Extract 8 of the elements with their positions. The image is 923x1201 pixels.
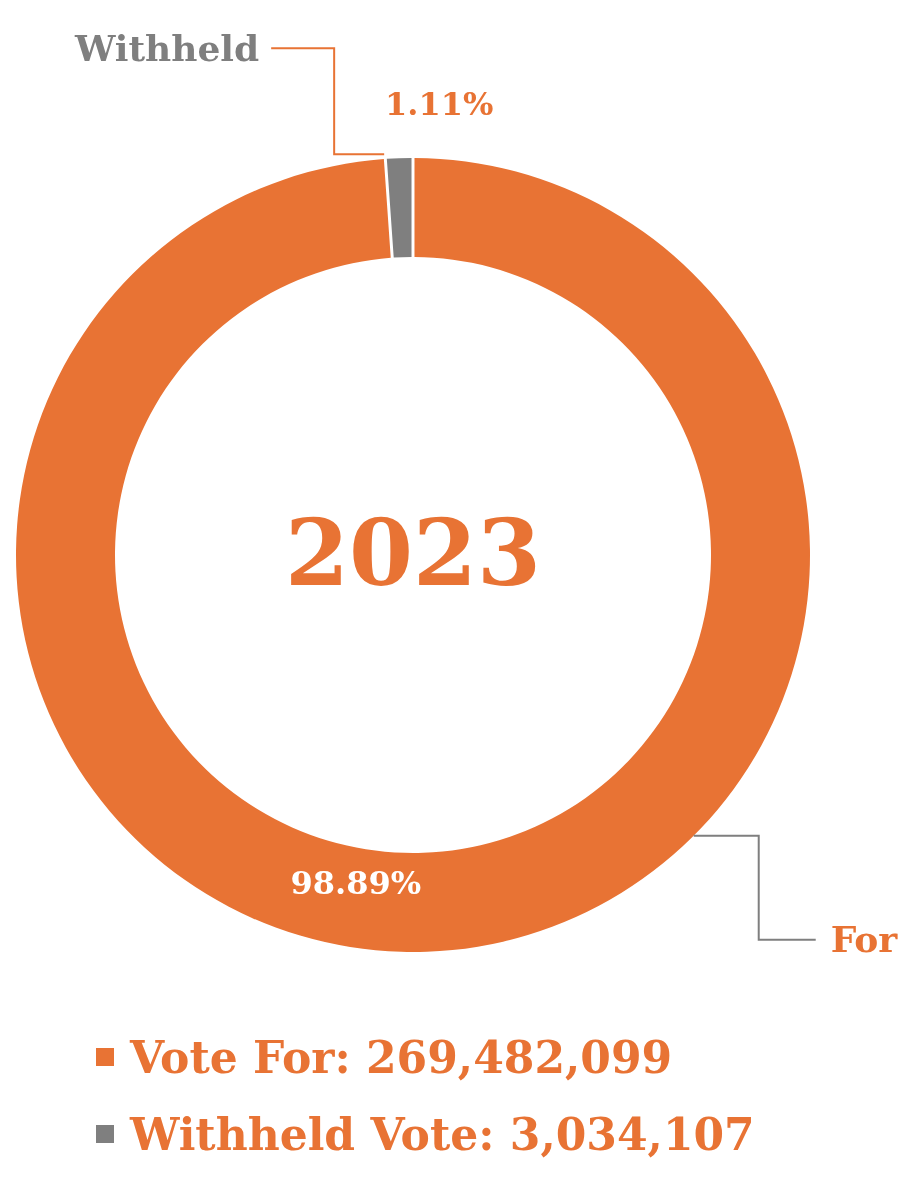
text: Vote For: 269,482,099: [129, 1032, 673, 1084]
text: Withheld Vote: 3,034,107: [129, 1109, 755, 1161]
data-label: 98.89%: [290, 863, 422, 902]
donut-slice: [386, 158, 412, 258]
slice-label: For: [830, 918, 899, 961]
data-label: 1.11%: [384, 85, 494, 124]
slice-label: Withheld: [73, 26, 260, 69]
text: 2023: [284, 499, 542, 607]
